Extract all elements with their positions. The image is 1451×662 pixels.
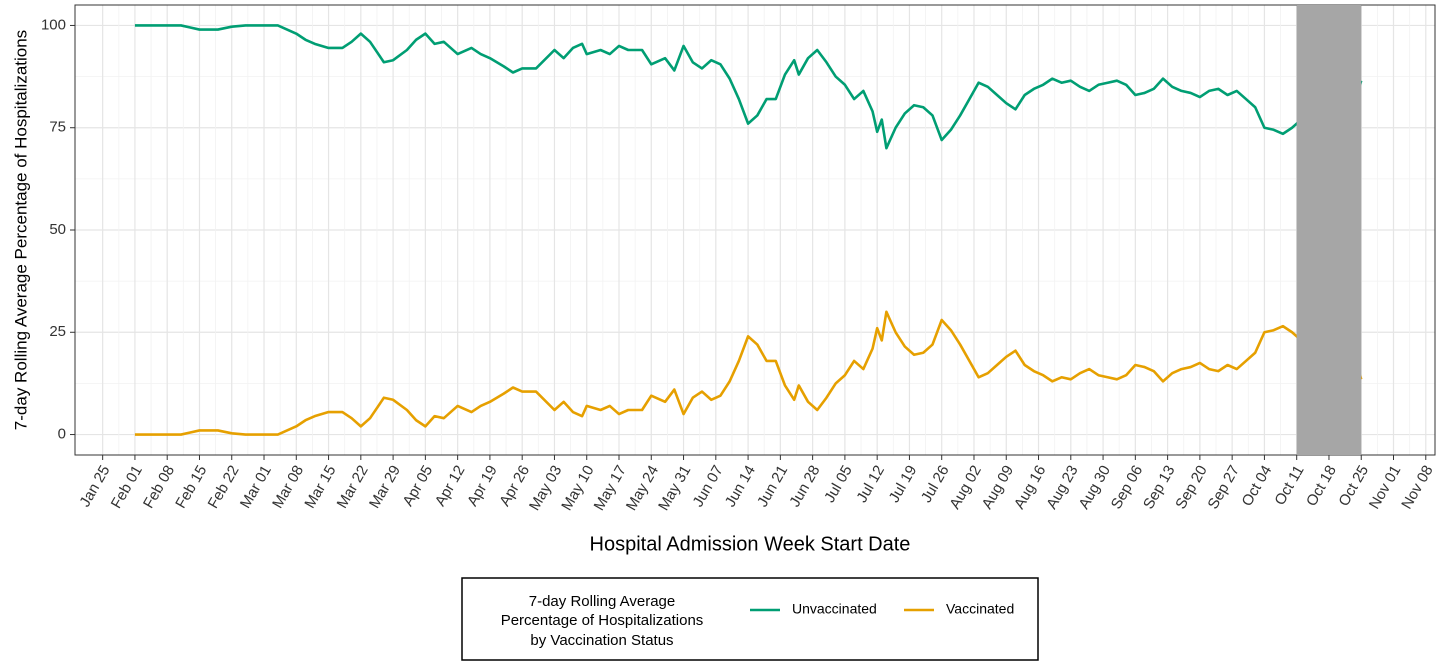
x-tick-label: Nov 08: [1398, 462, 1436, 512]
x-tick-label: Jul 05: [821, 462, 856, 505]
x-tick-label: Jun 14: [722, 462, 759, 510]
x-tick-label: Oct 18: [1303, 462, 1340, 509]
x-tick-label: Jun 21: [754, 462, 791, 510]
legend-title: Percentage of Hospitalizations: [501, 612, 704, 629]
x-tick-label: Jun 28: [786, 462, 823, 510]
x-tick-label: Oct 04: [1239, 462, 1276, 509]
x-tick-label: Apr 19: [464, 462, 501, 509]
x-tick-label: Mar 29: [366, 462, 404, 511]
y-axis-title: 7-day Rolling Average Percentage of Hosp…: [11, 30, 30, 430]
legend-box: [461, 577, 1039, 661]
x-tick-label: Apr 05: [399, 462, 436, 509]
x-tick-label: Oct 11: [1271, 462, 1307, 508]
legend-label: Unvaccinated: [792, 601, 877, 617]
y-tick-label: 0: [58, 426, 66, 443]
legend-title: 7-day Rolling Average: [529, 593, 675, 610]
legend-title: by Vaccination Status: [530, 632, 673, 649]
x-tick-label: Sep 27: [1205, 462, 1243, 512]
x-tick-label: Jul 12: [853, 462, 888, 505]
x-tick-label: Jul 26: [918, 462, 953, 505]
line-series: [134, 310, 1363, 436]
y-tick-label: 100: [41, 16, 66, 33]
y-tick-label: 25: [49, 323, 66, 340]
y-tick-label: 50: [49, 221, 66, 238]
x-tick-label: May 31: [655, 462, 694, 513]
y-tick-label: 75: [49, 119, 66, 136]
x-axis-title: Hospital Admission Week Start Date: [590, 533, 911, 555]
x-tick-label: Jul 19: [886, 462, 921, 505]
legend-label: Vaccinated: [946, 601, 1014, 617]
x-tick-label: Apr 12: [432, 462, 469, 509]
x-tick-label: Jun 07: [689, 462, 726, 510]
shaded-region: [1296, 5, 1362, 455]
line-series: [134, 24, 1363, 150]
